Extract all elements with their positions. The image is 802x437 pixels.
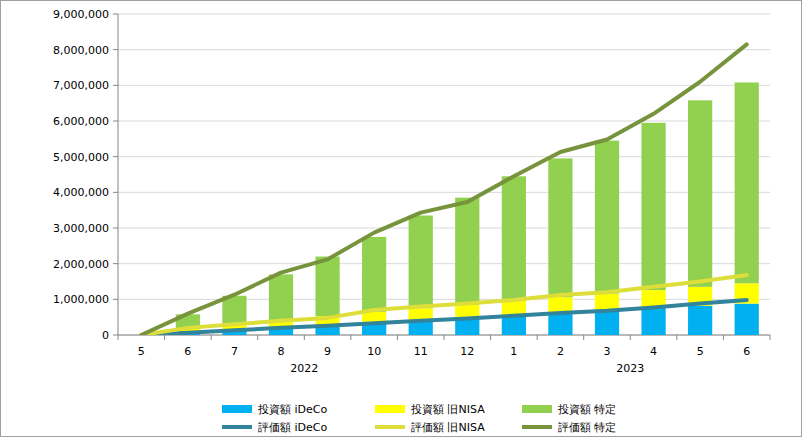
y-tick-label: 8,000,000 [53, 44, 109, 57]
y-tick [113, 263, 118, 264]
bar [688, 306, 712, 335]
legend-swatch [522, 425, 552, 429]
x-tick [444, 335, 445, 340]
y-axis [118, 14, 119, 335]
x-tick-label: 5 [697, 345, 704, 358]
bar [362, 237, 386, 312]
x-tick [397, 335, 398, 340]
y-tick-label: 0 [102, 329, 109, 342]
x-tick-label: 11 [414, 345, 428, 358]
year-label: 2022 [290, 362, 318, 375]
legend-swatch [375, 405, 405, 413]
y-tick-label: 6,000,000 [53, 115, 109, 128]
bar [641, 308, 665, 335]
bar [641, 123, 665, 290]
x-tick [676, 335, 677, 340]
y-tick [113, 299, 118, 300]
chart-border [1, 1, 802, 437]
year-label: 2023 [616, 362, 644, 375]
bar [409, 216, 433, 309]
y-tick-label: 1,000,000 [53, 293, 109, 306]
x-tick [723, 335, 724, 340]
line [141, 275, 746, 335]
x-tick-label: 9 [324, 345, 331, 358]
x-tick [537, 335, 538, 340]
y-tick [113, 14, 118, 15]
bar [548, 297, 572, 312]
grid-line [118, 85, 770, 86]
legend-label: 投資額 iDeCo [257, 403, 327, 416]
grid-line [118, 192, 770, 193]
x-tick [164, 335, 165, 340]
grid-line [118, 156, 770, 157]
legend-label: 評価額 旧NISA [411, 421, 485, 434]
x-tick [350, 335, 351, 340]
x-tick-label: 4 [650, 345, 657, 358]
y-tick-label: 5,000,000 [53, 151, 109, 164]
x-tick-label: 12 [460, 345, 474, 358]
grid-line [118, 49, 770, 50]
legend-label: 投資額 特定 [557, 403, 617, 416]
x-tick-label: 5 [138, 345, 145, 358]
grid-line [118, 299, 770, 300]
bar [455, 198, 479, 305]
y-tick [113, 228, 118, 229]
x-tick [490, 335, 491, 340]
y-tick-label: 7,000,000 [53, 79, 109, 92]
x-tick [211, 335, 212, 340]
x-tick [630, 335, 631, 340]
bar [269, 274, 293, 320]
bar [502, 176, 526, 300]
x-tick [304, 335, 305, 340]
y-tick [113, 121, 118, 122]
bar [315, 257, 339, 317]
grid-line [118, 14, 770, 15]
y-tick [113, 192, 118, 193]
bar [595, 310, 619, 335]
bar [455, 305, 479, 318]
legend-swatch [222, 425, 252, 429]
y-tick [113, 49, 118, 50]
x-tick-label: 6 [184, 345, 191, 358]
chart: 0 1,000,000 2,000,000 3,000,000 4,000,000 5,0… [0, 0, 802, 437]
bar [595, 141, 619, 294]
bar [548, 313, 572, 335]
x-tick [770, 335, 771, 340]
y-tick-label: 2,000,000 [53, 258, 109, 271]
y-tick-label: 4,000,000 [53, 186, 109, 199]
legend-swatch [522, 405, 552, 413]
legend-swatch [222, 405, 252, 413]
x-tick [118, 335, 119, 340]
x-tick-label: 2 [557, 345, 564, 358]
y-tick [113, 156, 118, 157]
plot-marks [141, 44, 759, 335]
legend-label: 評価額 特定 [558, 421, 617, 434]
x-tick-label: 3 [604, 345, 611, 358]
x-tick-label: 8 [278, 345, 285, 358]
line [141, 44, 746, 335]
x-tick-label: 10 [367, 345, 381, 358]
bar [409, 308, 433, 320]
y-tick-label: 9,000,000 [53, 8, 109, 21]
y-tick [113, 85, 118, 86]
legend-swatch [375, 425, 405, 429]
bar [595, 294, 619, 310]
x-tick [257, 335, 258, 340]
bar [502, 301, 526, 315]
bar [548, 158, 572, 297]
y-tick [113, 335, 118, 336]
x-tick-label: 1 [510, 345, 517, 358]
bar [735, 82, 759, 283]
grid-line [118, 121, 770, 122]
x-tick [583, 335, 584, 340]
legend-label: 評価額 iDeCo [258, 421, 327, 434]
bar [688, 100, 712, 287]
grid-line [118, 228, 770, 229]
grid-line [118, 263, 770, 264]
x-tick-label: 7 [231, 345, 238, 358]
legend-label: 投資額 旧NISA [410, 403, 485, 416]
y-tick-label: 3,000,000 [53, 222, 109, 235]
x-tick-label: 6 [743, 345, 750, 358]
bar [735, 304, 759, 335]
